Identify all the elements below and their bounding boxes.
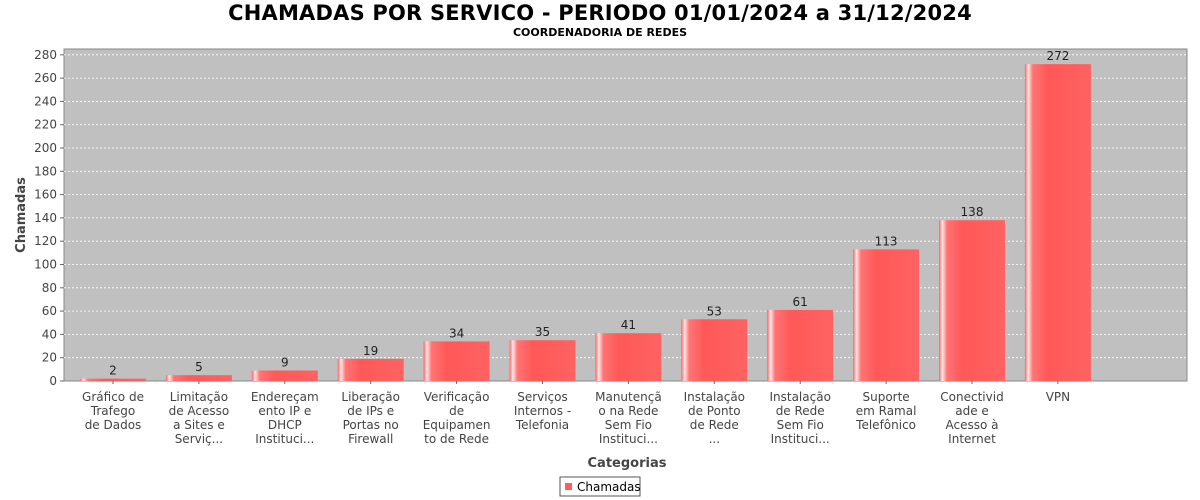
- x-axis: Gráfico de Trafego de Dados Limitação de Ace…: [82, 381, 1070, 446]
- x-tick-label: Liberação de IPs e Portas no Firewall: [341, 390, 400, 446]
- data-label: 113: [875, 234, 898, 248]
- bar: [681, 319, 748, 381]
- legend-swatch: [565, 483, 572, 490]
- x-tick-label: Limitação de Acesso a Sites e Serviç...: [169, 390, 230, 446]
- data-label: 272: [1046, 49, 1069, 63]
- y-tick-label: 280: [34, 48, 57, 62]
- x-tick-label: VPN: [1046, 390, 1070, 404]
- bar: [853, 249, 920, 381]
- data-label: 61: [793, 295, 808, 309]
- bar: [939, 220, 1005, 381]
- y-tick-label: 140: [34, 211, 57, 225]
- data-label: 5: [195, 360, 203, 374]
- data-label: 34: [449, 326, 464, 340]
- x-tick-label: Instalação de Ponto de Rede...: [684, 390, 745, 446]
- data-label: 9: [281, 356, 289, 370]
- chart-title: CHAMADAS POR SERVICO - PERIODO 01/01/202…: [228, 1, 972, 25]
- bar: [165, 375, 232, 381]
- bar: [767, 309, 834, 381]
- x-tick-label: Endereçam ento IP e DHCP Instituci...: [251, 390, 319, 446]
- y-tick-label: 160: [34, 188, 57, 202]
- y-axis-title: Chamadas: [14, 177, 29, 253]
- x-tick-label: Gráfico de Trafego de Dados: [82, 390, 144, 432]
- y-tick-label: 120: [34, 234, 57, 248]
- y-tick-label: 100: [34, 258, 57, 272]
- x-axis-title: Categorias: [588, 456, 667, 471]
- legend-label: Chamadas: [577, 480, 641, 494]
- y-tick-label: 220: [34, 118, 57, 132]
- y-tick-label: 60: [42, 304, 57, 318]
- y-tick-label: 40: [42, 327, 57, 341]
- chart-subtitle: COORDENADORIA DE REDES: [512, 26, 688, 39]
- data-label: 19: [363, 344, 378, 358]
- bars: 2 5 9 19 34 35 41 53 61 113 138 272: [80, 49, 1091, 381]
- legend-box: [559, 476, 641, 497]
- y-tick-label: 260: [34, 71, 57, 85]
- data-label: 138: [961, 205, 984, 219]
- y-tick-label: 240: [34, 94, 57, 108]
- bar: [423, 341, 490, 381]
- y-tick-label: 80: [42, 281, 57, 295]
- bar: [80, 378, 146, 381]
- x-tick-label: Verificação de Equipamen to de Rede: [423, 390, 491, 446]
- x-tick-label: Instalação de Rede Sem Fio Instituci...: [769, 390, 830, 446]
- bar: [251, 370, 318, 381]
- bar: [509, 340, 576, 381]
- legend: Chamadas: [559, 476, 641, 497]
- bar: [337, 358, 404, 381]
- bar: [1024, 64, 1091, 381]
- data-label: 2: [109, 364, 117, 378]
- grid-lines: [64, 54, 1187, 359]
- bar: [595, 333, 662, 381]
- x-tick-label: Conectivid ade e Acesso à Internet: [940, 390, 1003, 446]
- y-axis: 0 20 40 60 80 100 120 140 160 180 200 220 240 260 280: [34, 48, 64, 388]
- data-label: 41: [621, 318, 636, 332]
- y-tick-label: 200: [34, 141, 57, 155]
- data-label: 35: [535, 325, 550, 339]
- x-tick-label: Serviços Internos -Telefonia: [514, 390, 571, 432]
- x-tick-label: Suporte em Ramal Telefônico: [855, 390, 916, 432]
- y-tick-label: 180: [34, 164, 57, 178]
- y-tick-label: 20: [42, 351, 57, 365]
- y-tick-label: 0: [49, 374, 57, 388]
- x-tick-label: Manutençã o na Rede Sem Fio Instituci...: [595, 390, 662, 446]
- data-label: 53: [707, 304, 722, 318]
